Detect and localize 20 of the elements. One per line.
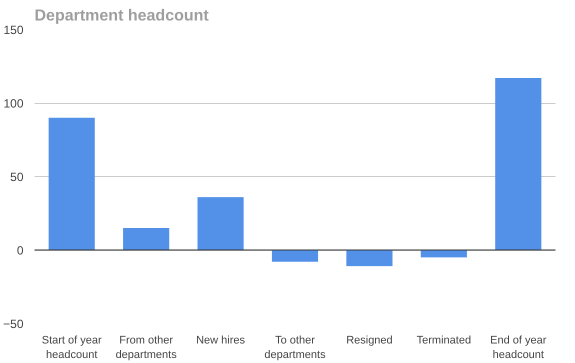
chart-title: Department headcount — [34, 8, 210, 24]
y-tick-label: 150 — [3, 23, 24, 37]
x-tick-label: Resigned — [346, 334, 393, 346]
x-tick-label: Terminated — [416, 334, 472, 346]
bar — [198, 197, 244, 250]
bar — [123, 228, 170, 250]
bar — [346, 250, 392, 266]
x-tick-label: New hires — [196, 334, 246, 346]
bar — [48, 118, 95, 250]
y-tick-label: −50 — [3, 317, 24, 331]
x-tick-label: End of year headcount — [490, 334, 547, 361]
bar — [272, 250, 318, 262]
x-tick-label: To other departments — [264, 334, 326, 361]
y-tick-label: 0 — [16, 244, 24, 258]
x-tick-label: From other departments — [116, 334, 178, 361]
x-tick-label: Start of year headcount — [42, 334, 102, 361]
bar — [495, 78, 542, 250]
y-tick-label: 50 — [10, 170, 24, 184]
bar — [420, 250, 467, 258]
y-tick-label: 100 — [3, 96, 24, 110]
